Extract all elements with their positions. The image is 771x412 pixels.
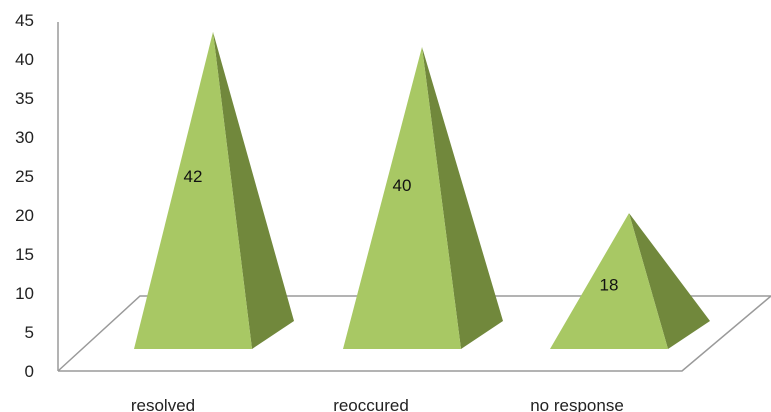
pyramid-series: 42 40 18 <box>134 31 710 350</box>
y-tick-label: 40 <box>15 50 34 69</box>
chart-floor-and-walls <box>57 22 771 372</box>
y-tick-label: 30 <box>15 128 34 147</box>
y-axis-ticks: 0 5 10 15 20 25 30 35 40 45 <box>15 11 34 381</box>
category-label: no response <box>530 396 624 412</box>
y-tick-label: 20 <box>15 206 34 225</box>
y-tick-label: 15 <box>15 245 34 264</box>
pyramid-side-face <box>213 31 294 350</box>
data-label: 18 <box>600 275 619 294</box>
pyramid-front-face <box>550 213 668 349</box>
y-tick-label: 25 <box>15 167 34 186</box>
data-label: 40 <box>393 176 412 195</box>
category-labels: resolved reoccured no response <box>131 396 624 412</box>
pyramid-front-face <box>343 47 461 349</box>
y-tick-label: 10 <box>15 284 34 303</box>
category-label: resolved <box>131 396 195 412</box>
y-tick-label: 45 <box>15 11 34 30</box>
pyramid-side-face <box>629 213 710 349</box>
pyramid-bar: 40 <box>343 47 503 349</box>
pyramid-side-face <box>422 47 503 349</box>
data-label: 42 <box>184 167 203 186</box>
y-tick-label: 0 <box>25 362 34 381</box>
pyramid-bar: 42 <box>134 31 294 350</box>
y-tick-label: 35 <box>15 89 34 108</box>
y-tick-label: 5 <box>25 323 34 342</box>
pyramid-bar: 18 <box>550 213 710 349</box>
pyramid-front-face <box>134 31 252 350</box>
category-label: reoccured <box>333 396 409 412</box>
floor-outline <box>57 295 771 372</box>
